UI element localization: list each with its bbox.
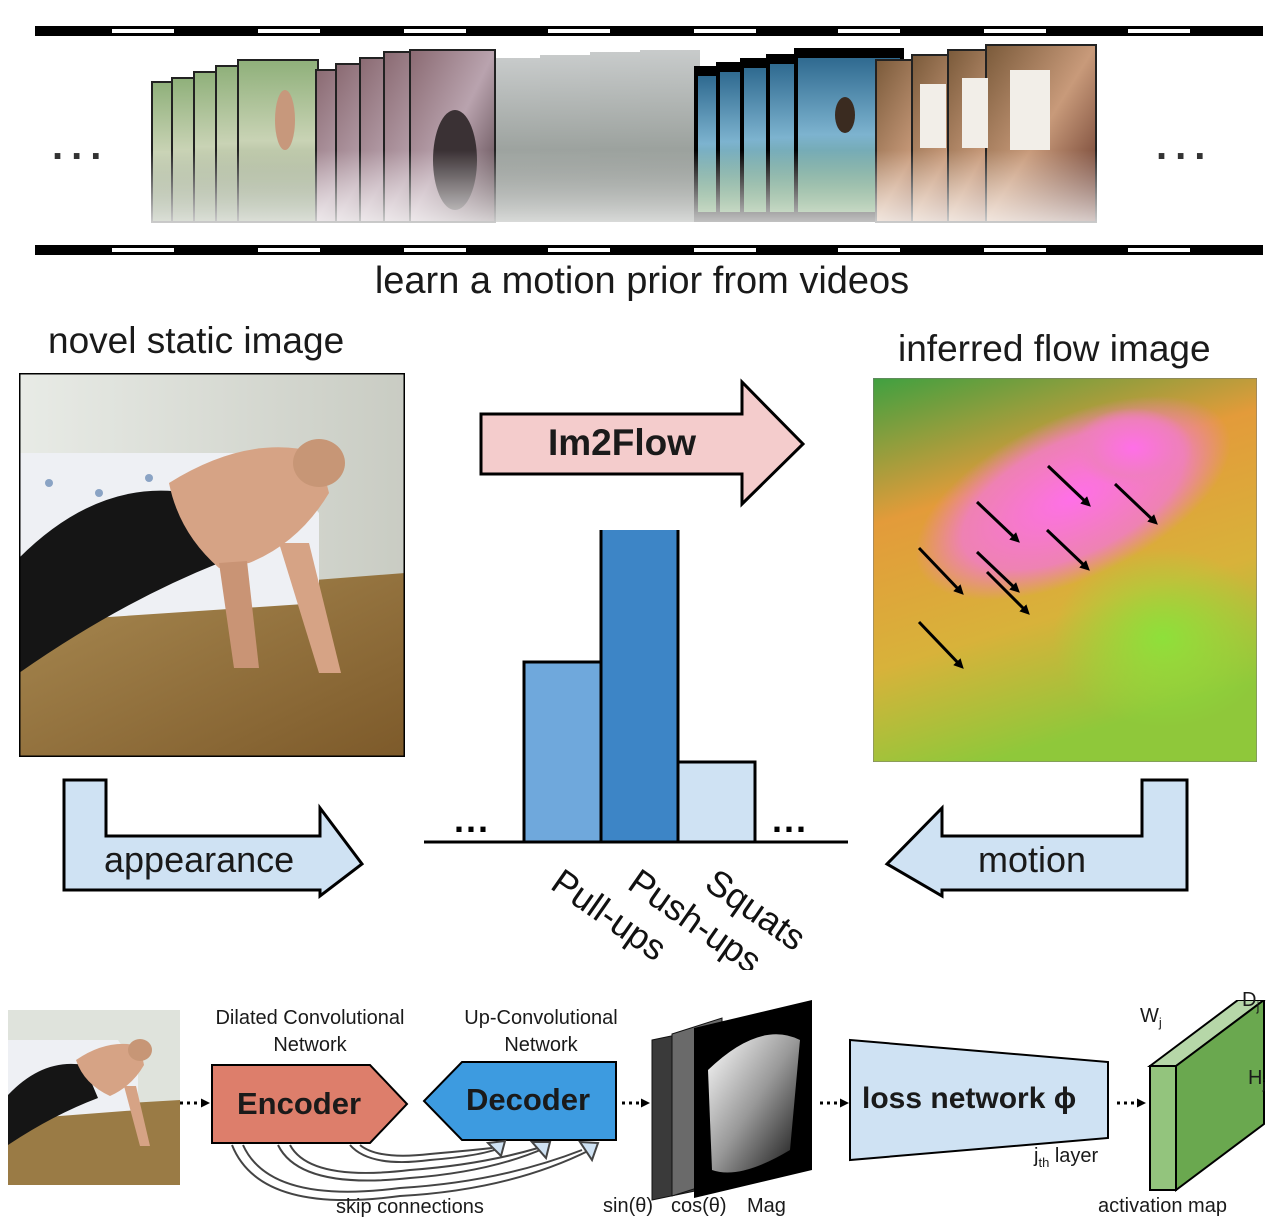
film-rail-bottom xyxy=(35,245,1263,255)
decoder-caption-line2: Network xyxy=(504,1034,578,1056)
dim-d-label: Dj xyxy=(1242,990,1259,1013)
static-image xyxy=(19,373,405,757)
bar-push-ups xyxy=(599,530,680,844)
chart-trailing-ellipsis: ... xyxy=(772,799,808,840)
sprocket-holes xyxy=(112,29,1190,252)
encoder-caption-line1: Dilated Convolutional xyxy=(215,1007,405,1029)
flow-image-label: inferred flow image xyxy=(898,328,1211,369)
encoder-label: Encoder xyxy=(237,1086,362,1121)
decoder-caption-line1: Up-Convolutional xyxy=(464,1007,618,1029)
film-caption: learn a motion prior from videos xyxy=(374,260,910,302)
dim-w-sub: j xyxy=(1158,1015,1162,1030)
channel-label-mag: Mag xyxy=(747,1195,786,1217)
activation-map-cuboid xyxy=(1147,1000,1266,1192)
appearance-label: appearance xyxy=(104,839,295,880)
motion-arrow xyxy=(884,778,1189,899)
activation-map-label: activation map xyxy=(1098,1195,1227,1217)
dim-d-letter: D xyxy=(1242,989,1257,1011)
input-image-thumbnail xyxy=(8,1010,180,1185)
im2flow-label: Im2Flow xyxy=(548,422,697,463)
encoder-caption-line2: Network xyxy=(273,1034,347,1056)
chart-leading-ellipsis: ... xyxy=(454,799,490,840)
channel-label-sin: sin(θ) xyxy=(603,1195,654,1217)
motion-label: motion xyxy=(978,839,1087,880)
dim-w-letter: W xyxy=(1140,1005,1159,1027)
layer-label-sub: th xyxy=(1038,1155,1050,1170)
layer-label: jth layer xyxy=(1034,1146,1098,1169)
static-image-label: novel static image xyxy=(48,320,345,361)
dim-h-sub: j xyxy=(1262,1077,1266,1092)
encoder-block xyxy=(211,1064,409,1144)
dim-d-sub: j xyxy=(1256,999,1260,1014)
flow-channel-stack xyxy=(651,1000,812,1201)
dim-h-letter: H xyxy=(1248,1067,1263,1089)
skip-connections-label: skip connections xyxy=(336,1196,484,1218)
film-right-ellipsis: ... xyxy=(1156,124,1214,168)
dim-w-label: Wj xyxy=(1140,1006,1162,1029)
flow-image xyxy=(873,378,1257,762)
layer-label-rest: layer xyxy=(1049,1145,1099,1167)
skip-connection-arcs xyxy=(231,1144,591,1202)
flow-arrows xyxy=(917,464,1158,669)
bar-pull-ups xyxy=(522,660,603,844)
pipeline-diagram xyxy=(180,1000,1266,1202)
layer-label-main: j xyxy=(1034,1145,1039,1167)
bar-squats xyxy=(676,760,757,844)
decoder-block xyxy=(422,1061,617,1141)
film-left-ellipsis: ... xyxy=(52,124,110,168)
loss-network-block xyxy=(849,1038,1109,1162)
appearance-arrow xyxy=(62,778,365,900)
film-strip xyxy=(35,26,1263,255)
channel-label-cos: cos(θ) xyxy=(671,1195,727,1217)
film-rail-top xyxy=(35,26,1263,36)
dim-h-label: Hj xyxy=(1248,1068,1265,1091)
loss-network-label: loss network ϕ xyxy=(862,1082,1077,1115)
activity-bar-chart: Pull-upsPush-upsSquats...... xyxy=(424,530,848,970)
decoder-label: Decoder xyxy=(466,1082,591,1117)
im2flow-arrow xyxy=(479,378,806,508)
